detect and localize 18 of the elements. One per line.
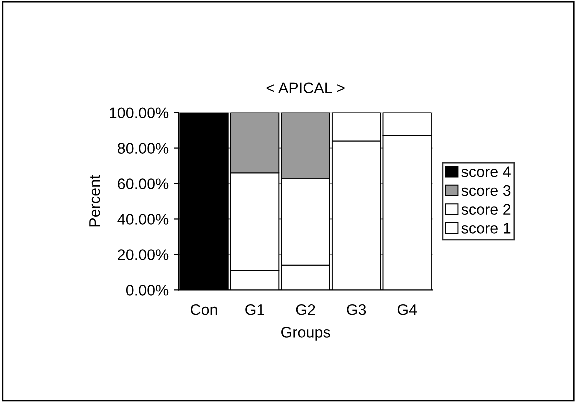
chart-title: < APICAL > [266, 82, 345, 94]
legend-label: score 1 [462, 223, 511, 234]
legend-label: score 4 [462, 166, 511, 178]
y-tick-label: 60.00% [118, 178, 169, 190]
x-tick-label: G3 [347, 304, 366, 316]
x-tick-label: Con [191, 304, 218, 316]
x-tick-label: G4 [398, 304, 418, 316]
y-axis-title: Percent [90, 175, 100, 227]
y-tick-label: 40.00% [118, 214, 169, 225]
x-tick-label: G1 [246, 304, 264, 316]
y-tick-label: 80.00% [118, 143, 169, 154]
y-tick-label: 100.00% [110, 108, 169, 119]
legend-label: score 3 [462, 185, 511, 196]
y-tick-label: 0.00% [126, 285, 169, 296]
x-axis-title: Groups [282, 327, 330, 341]
y-tick-label: 20.00% [118, 250, 169, 260]
x-tick-label: G2 [296, 304, 316, 316]
legend-label: score 2 [462, 204, 511, 216]
